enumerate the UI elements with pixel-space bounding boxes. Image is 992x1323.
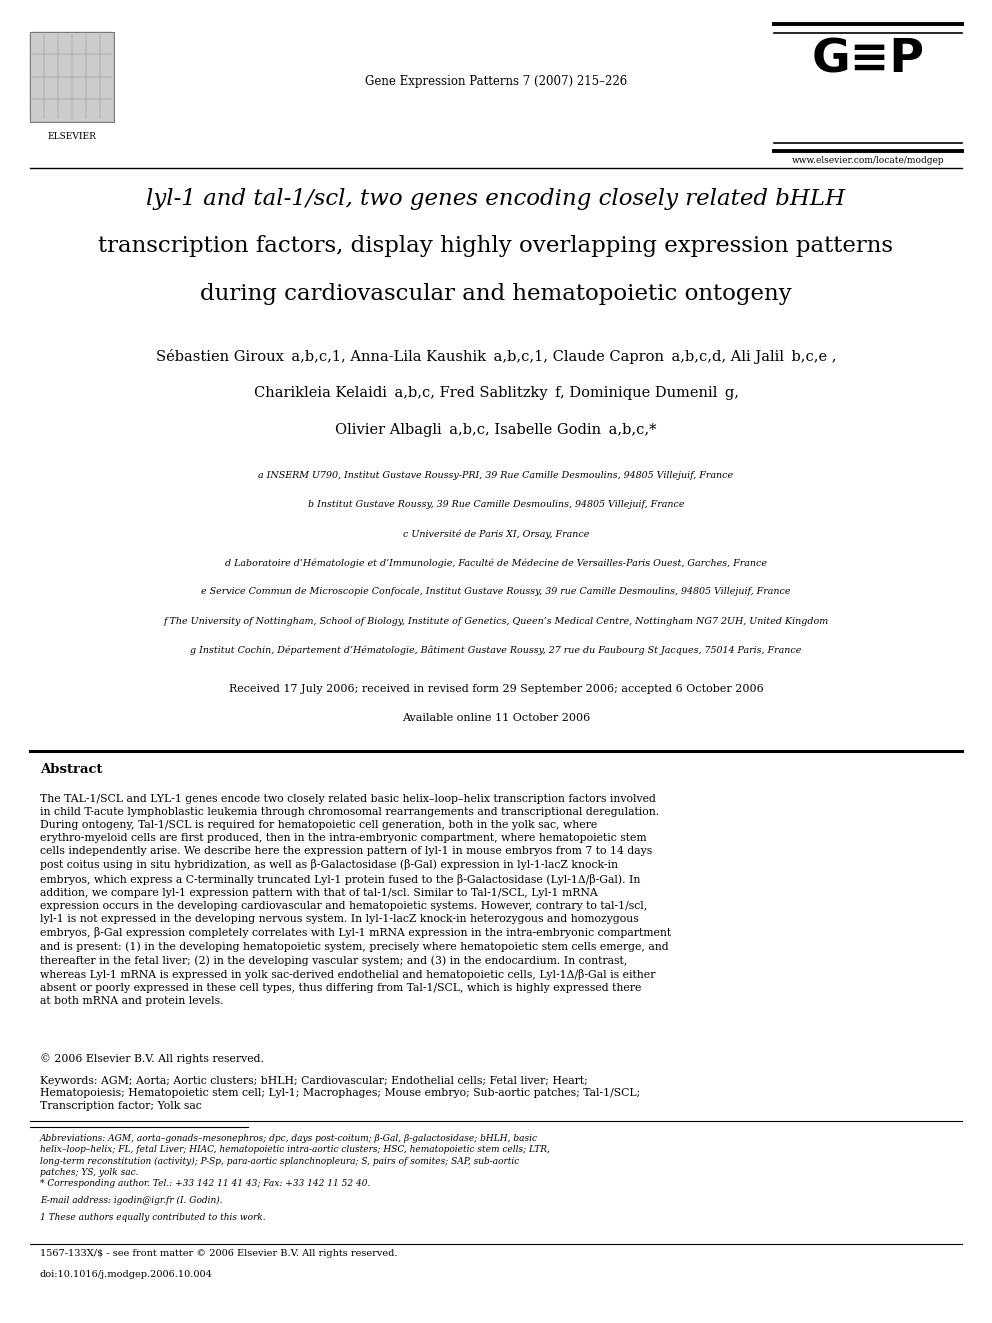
Text: doi:10.1016/j.modgep.2006.10.004: doi:10.1016/j.modgep.2006.10.004 xyxy=(40,1270,212,1279)
Text: f The University of Nottingham, School of Biology, Institute of Genetics, Queen’: f The University of Nottingham, School o… xyxy=(164,617,828,626)
Text: www.elsevier.com/locate/modgep: www.elsevier.com/locate/modgep xyxy=(792,156,944,165)
Text: lyl-1 and tal-1/scl, two genes encoding closely related bHLH: lyl-1 and tal-1/scl, two genes encoding … xyxy=(147,188,845,210)
Bar xyxy=(30,32,114,122)
Text: transcription factors, display highly overlapping expression patterns: transcription factors, display highly ov… xyxy=(98,235,894,258)
Text: Received 17 July 2006; received in revised form 29 September 2006; accepted 6 Oc: Received 17 July 2006; received in revis… xyxy=(228,684,764,695)
Text: 1567-133X/$ - see front matter © 2006 Elsevier B.V. All rights reserved.: 1567-133X/$ - see front matter © 2006 El… xyxy=(40,1249,397,1258)
Text: © 2006 Elsevier B.V. All rights reserved.: © 2006 Elsevier B.V. All rights reserved… xyxy=(40,1053,264,1064)
Text: Keywords: AGM; Aorta; Aortic clusters; bHLH; Cardiovascular; Endothelial cells; : Keywords: AGM; Aorta; Aortic clusters; b… xyxy=(40,1076,640,1111)
Text: * Corresponding author. Tel.: +33 142 11 41 43; Fax: +33 142 11 52 40.: * Corresponding author. Tel.: +33 142 11… xyxy=(40,1179,370,1188)
Text: e Service Commun de Microscopie Confocale, Institut Gustave Roussy, 39 rue Camil: e Service Commun de Microscopie Confocal… xyxy=(201,587,791,597)
Text: Sébastien Giroux  a,b,c,1, Anna-Lila Kaushik  a,b,c,1, Claude Capron  a,b,c,d, A: Sébastien Giroux a,b,c,1, Anna-Lila Kaus… xyxy=(156,349,836,364)
Text: during cardiovascular and hematopoietic ontogeny: during cardiovascular and hematopoietic … xyxy=(200,283,792,306)
Text: Abstract: Abstract xyxy=(40,763,102,777)
Text: b Institut Gustave Roussy, 39 Rue Camille Desmoulins, 94805 Villejuif, France: b Institut Gustave Roussy, 39 Rue Camill… xyxy=(308,500,684,509)
Text: Gene Expression Patterns 7 (2007) 215–226: Gene Expression Patterns 7 (2007) 215–22… xyxy=(365,75,627,89)
Text: Olivier Albagli  a,b,c, Isabelle Godin  a,b,c,*: Olivier Albagli a,b,c, Isabelle Godin a,… xyxy=(335,423,657,438)
Text: The TAL-1/SCL and LYL-1 genes encode two closely related basic helix–loop–helix : The TAL-1/SCL and LYL-1 genes encode two… xyxy=(40,794,671,1007)
Text: g Institut Cochin, Département d’Hématologie, Bâtiment Gustave Roussy, 27 rue du: g Institut Cochin, Département d’Hématol… xyxy=(190,646,802,655)
Text: d Laboratoire d’Hématologie et d’Immunologie, Faculté de Médecine de Versailles-: d Laboratoire d’Hématologie et d’Immunol… xyxy=(225,558,767,568)
Text: 1 These authors equally contributed to this work.: 1 These authors equally contributed to t… xyxy=(40,1213,265,1222)
Text: E-mail address: igodin@igr.fr (I. Godin).: E-mail address: igodin@igr.fr (I. Godin)… xyxy=(40,1196,222,1205)
Text: ELSEVIER: ELSEVIER xyxy=(48,132,96,142)
Text: G≡P: G≡P xyxy=(811,37,925,82)
Text: Abbreviations: AGM, aorta–gonads–mesonephros; dpc, days post-coitum; β-Gal, β-ga: Abbreviations: AGM, aorta–gonads–mesonep… xyxy=(40,1134,550,1177)
Text: Available online 11 October 2006: Available online 11 October 2006 xyxy=(402,713,590,724)
Text: Charikleia Kelaidi  a,b,c, Fred Sablitzky  f, Dominique Dumenil  g,: Charikleia Kelaidi a,b,c, Fred Sablitzky… xyxy=(254,386,738,401)
Text: c Université de Paris XI, Orsay, France: c Université de Paris XI, Orsay, France xyxy=(403,529,589,538)
Text: a INSERM U790, Institut Gustave Roussy-PRI, 39 Rue Camille Desmoulins, 94805 Vil: a INSERM U790, Institut Gustave Roussy-P… xyxy=(259,471,733,480)
